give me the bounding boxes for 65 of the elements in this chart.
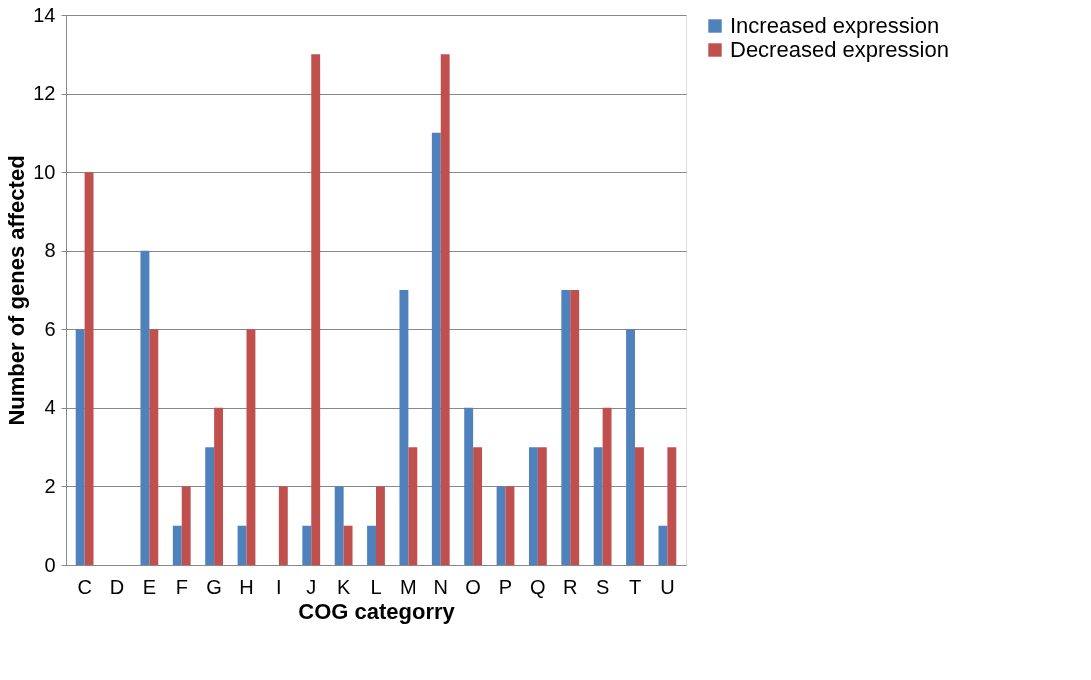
x-tick-label: L xyxy=(370,575,382,598)
bar xyxy=(149,329,159,565)
bar xyxy=(667,447,677,565)
x-tick-label: U xyxy=(660,575,675,598)
x-tick-label: K xyxy=(336,575,351,598)
bar xyxy=(473,447,483,565)
bar xyxy=(343,525,353,565)
x-tick-label: O xyxy=(465,575,481,598)
bar xyxy=(528,447,538,565)
x-tick-label: C xyxy=(77,575,92,598)
bar xyxy=(505,486,515,565)
bar xyxy=(635,447,644,565)
y-tick-label: 8 xyxy=(44,239,56,262)
y-tick-label: 10 xyxy=(33,160,56,183)
y-tick-label: 0 xyxy=(44,553,56,576)
legend-label: Decreased expression xyxy=(730,37,949,62)
bar xyxy=(278,486,288,565)
x-tick-label: D xyxy=(109,575,125,598)
x-tick-label: S xyxy=(595,575,610,598)
bar xyxy=(140,250,150,565)
bar xyxy=(399,290,409,565)
bar xyxy=(214,407,224,565)
y-axis-title: Number of genes affected xyxy=(4,155,30,426)
bar xyxy=(408,447,418,565)
x-tick-label: N xyxy=(433,575,448,598)
x-tick-label: H xyxy=(239,575,254,598)
y-tick-label: 12 xyxy=(33,82,56,105)
x-tick-label: M xyxy=(400,575,417,598)
bar xyxy=(570,290,580,565)
y-tick-label: 4 xyxy=(44,396,56,419)
bar xyxy=(367,525,376,565)
y-tick-label: 2 xyxy=(44,474,56,497)
y-tick-label: 6 xyxy=(44,317,56,340)
x-tick-label: J xyxy=(306,575,317,598)
bar xyxy=(464,407,474,565)
x-tick-label: F xyxy=(175,575,188,598)
bar xyxy=(440,54,450,565)
legend-label: Increased expression xyxy=(730,13,940,38)
x-tick-label: P xyxy=(498,575,513,598)
y-tick-label: 14 xyxy=(33,3,56,26)
bar xyxy=(181,486,191,565)
bar xyxy=(75,329,85,565)
x-tick-label: R xyxy=(563,575,578,598)
x-tick-label: G xyxy=(206,575,222,598)
bar xyxy=(205,447,215,565)
bar xyxy=(496,486,506,565)
bar xyxy=(376,486,385,565)
bar xyxy=(593,447,603,565)
bar xyxy=(431,132,441,565)
bar xyxy=(537,447,547,565)
x-tick-label: I xyxy=(276,575,282,598)
x-tick-label: E xyxy=(142,575,157,598)
x-tick-label: Q xyxy=(530,575,546,598)
bar xyxy=(561,290,571,565)
bar xyxy=(602,407,612,565)
x-tick-label: T xyxy=(628,575,642,598)
bar xyxy=(658,525,668,565)
bar xyxy=(302,525,312,565)
bar xyxy=(311,54,321,565)
bar xyxy=(626,329,636,565)
x-axis-title: COG categorry xyxy=(298,598,456,624)
bar xyxy=(84,172,94,565)
bar xyxy=(172,525,182,565)
bar xyxy=(246,329,256,565)
bar xyxy=(334,486,344,565)
